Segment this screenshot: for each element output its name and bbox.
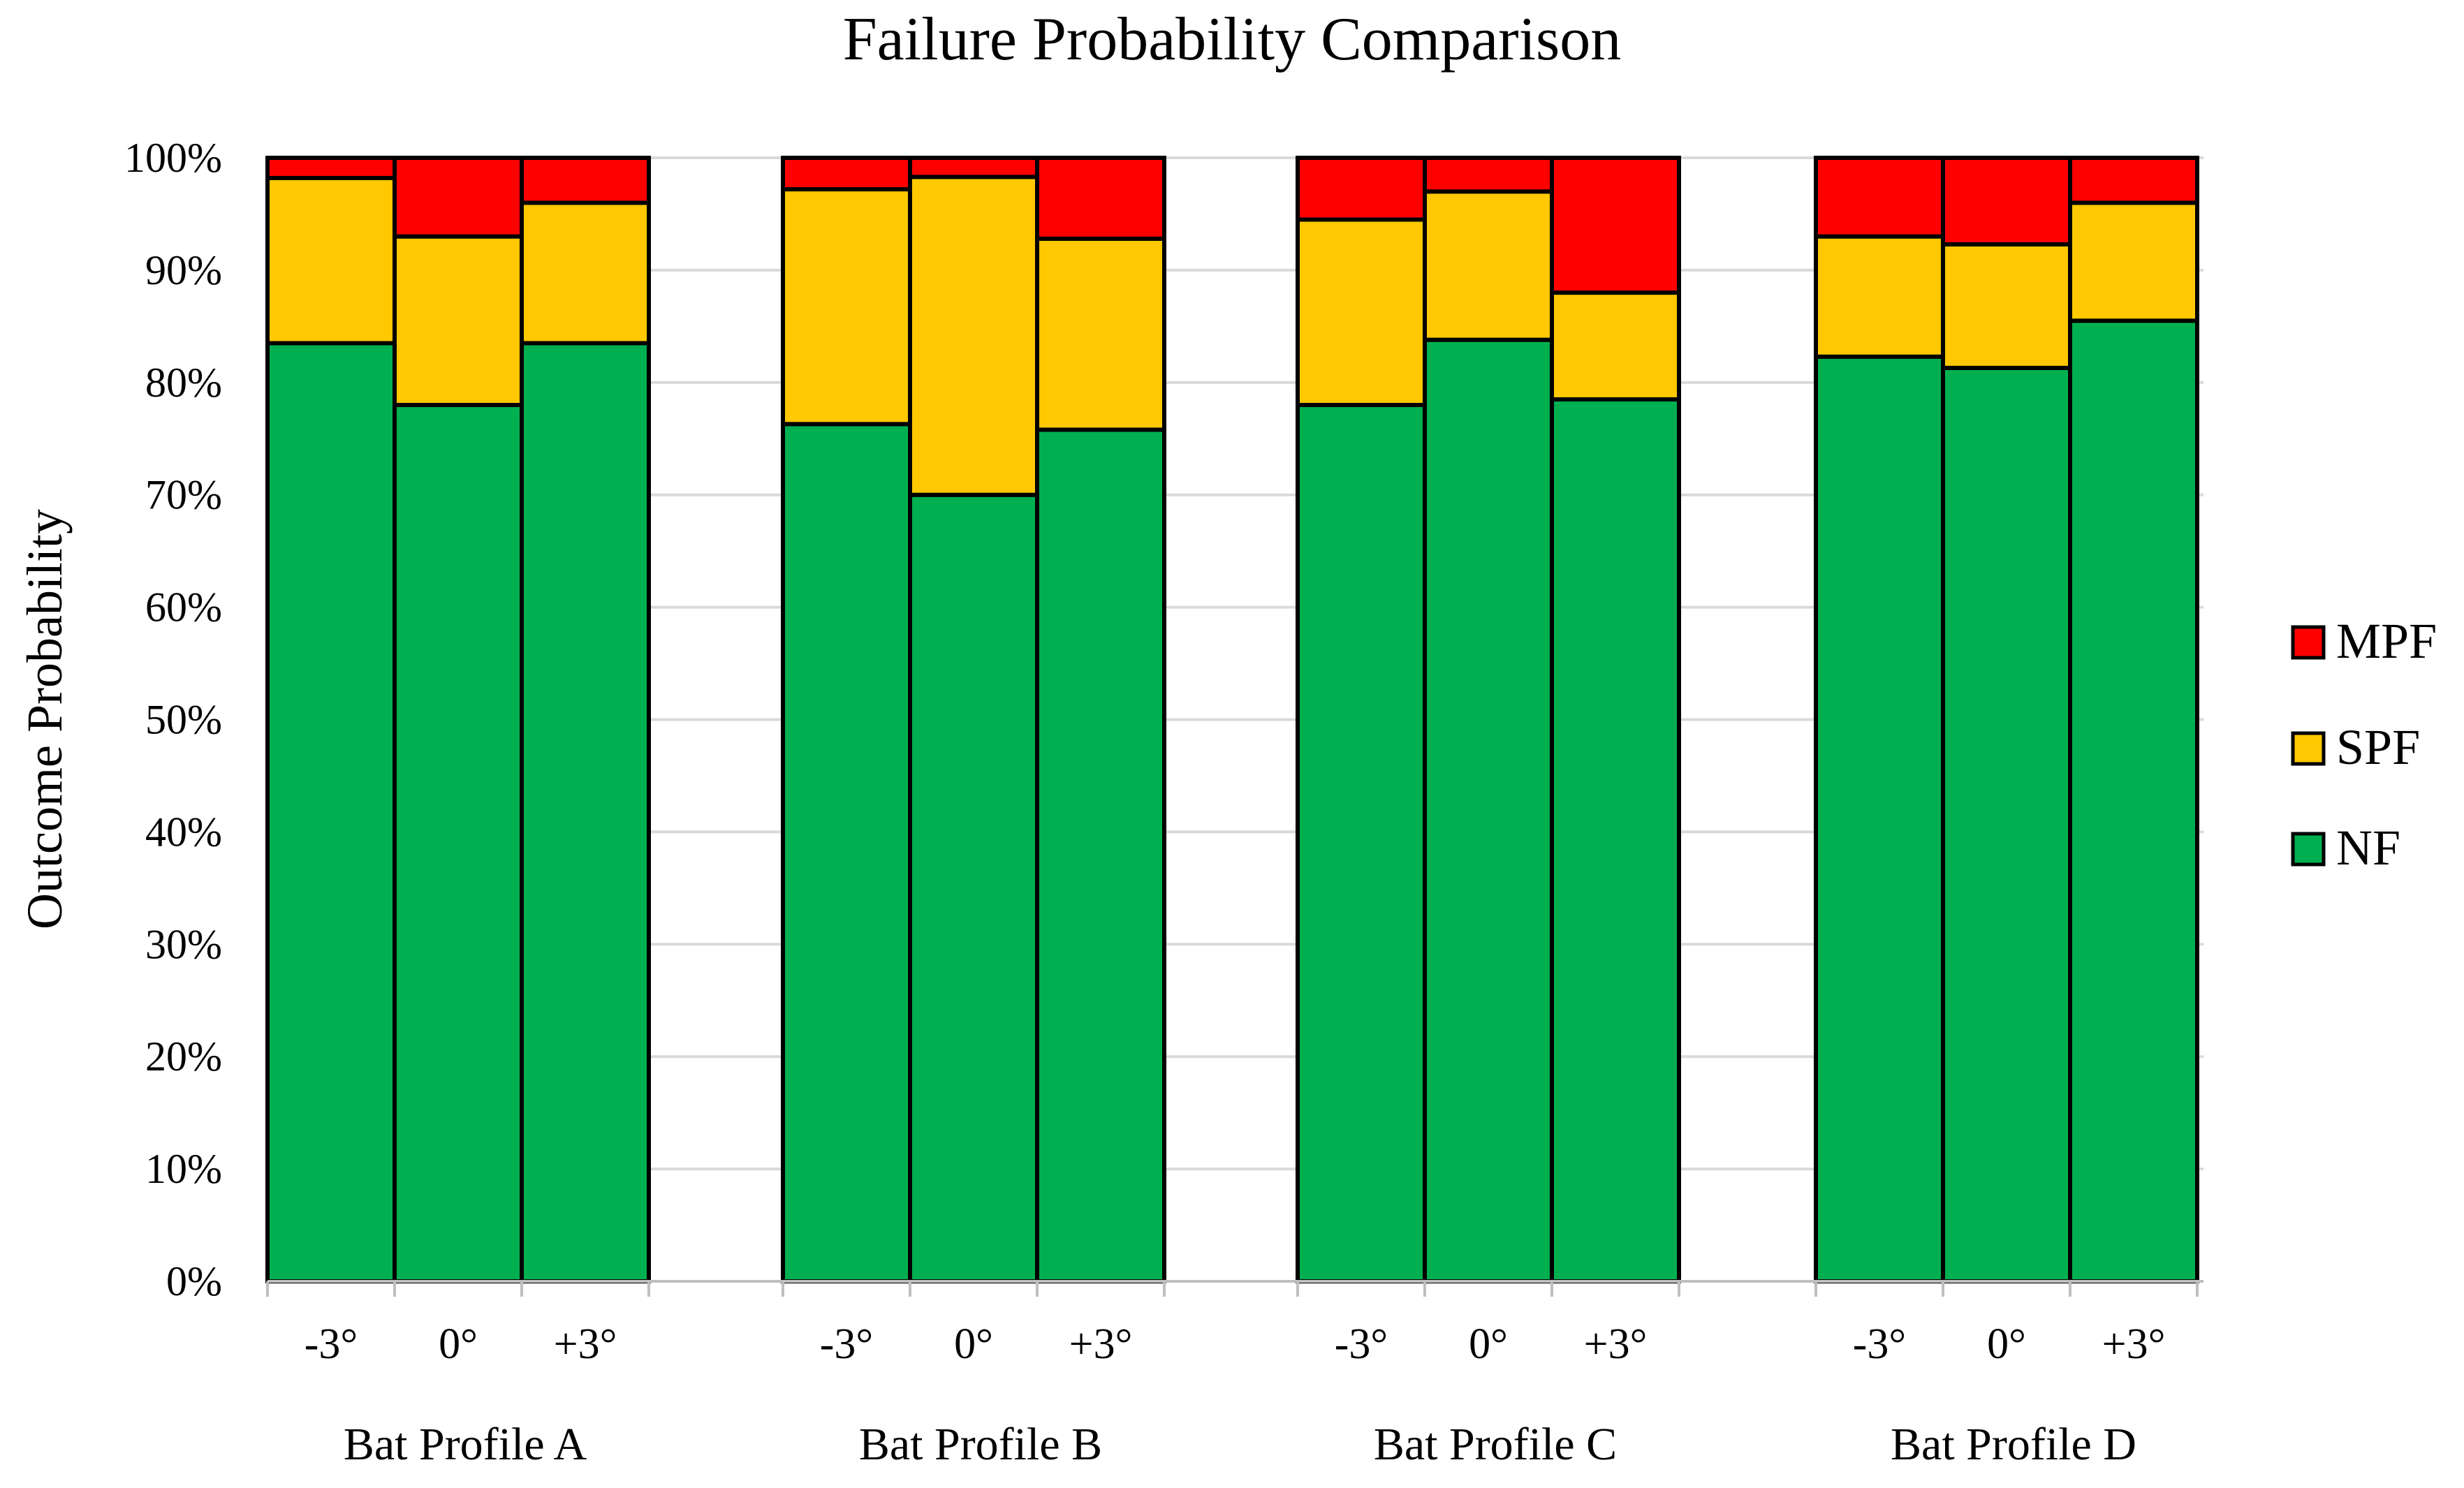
group-label: Bat Profile C bbox=[1374, 1419, 1617, 1470]
bar-segment-nf bbox=[1035, 427, 1166, 1283]
y-tick-label: 80% bbox=[145, 360, 222, 406]
x-tick-label: 0° bbox=[1469, 1320, 1508, 1368]
bar-segment-nf bbox=[1550, 397, 1681, 1283]
y-axis-ticks: 0% 10% 20% 30% 40% 50% 60% 70% 80% 90% 100% bbox=[124, 135, 222, 1304]
chart-title: Failure Probability Comparison bbox=[843, 6, 1622, 73]
bar-segment-mpf bbox=[908, 156, 1039, 179]
x-axis: -3° 0° +3° Bat Profile A -3° 0° +3° Bat Profile… bbox=[266, 1280, 2203, 1470]
x-tick-label: 0° bbox=[439, 1320, 478, 1368]
bar-segment-spf bbox=[393, 234, 524, 407]
bar-segment-mpf bbox=[2068, 156, 2199, 205]
bar-segment-mpf bbox=[1035, 156, 1166, 241]
bar-segment-nf bbox=[1941, 365, 2072, 1283]
group-label: Bat Profile A bbox=[344, 1419, 587, 1470]
bar-segment-mpf bbox=[1423, 156, 1554, 194]
y-tick-label: 70% bbox=[145, 472, 222, 518]
y-tick-label: 50% bbox=[145, 697, 222, 743]
legend-label-nf: NF bbox=[2336, 820, 2400, 876]
legend-swatch-mpf bbox=[2291, 625, 2326, 660]
y-tick-label: 10% bbox=[145, 1146, 222, 1192]
y-tick-label: 40% bbox=[145, 809, 222, 855]
x-tick-label: +3° bbox=[1069, 1320, 1133, 1368]
bar-segment-nf bbox=[908, 492, 1039, 1284]
bar-segment-nf bbox=[1296, 402, 1427, 1283]
y-tick-label: 60% bbox=[145, 584, 222, 631]
bar-segment-mpf bbox=[520, 156, 651, 205]
bar-segment-mpf bbox=[781, 156, 912, 192]
bar-segment-spf bbox=[2068, 200, 2199, 323]
bar-segment-mpf bbox=[265, 156, 397, 180]
y-tick-label: 90% bbox=[145, 247, 222, 293]
x-tick-label: -3° bbox=[820, 1320, 873, 1368]
bar-segment-spf bbox=[520, 200, 651, 346]
bar-segment-spf bbox=[1035, 236, 1166, 432]
x-tick-label: +3° bbox=[554, 1320, 617, 1368]
bar-segment-spf bbox=[1550, 290, 1681, 402]
bar-segment-nf bbox=[520, 341, 651, 1283]
bars bbox=[265, 156, 2199, 1284]
bar-segment-nf bbox=[781, 422, 912, 1283]
legend-label-mpf: MPF bbox=[2336, 613, 2437, 669]
x-tick-label: 0° bbox=[1987, 1320, 2026, 1368]
x-tick-label: -3° bbox=[1335, 1320, 1388, 1368]
bar-segment-spf bbox=[781, 187, 912, 427]
bar-segment-mpf bbox=[1814, 156, 1945, 239]
x-tick-label: +3° bbox=[1584, 1320, 1648, 1368]
bar-segment-spf bbox=[1296, 217, 1427, 407]
bar-segment-nf bbox=[265, 341, 397, 1283]
bar-segment-spf bbox=[1814, 234, 1945, 359]
x-tick-label: +3° bbox=[2102, 1320, 2166, 1368]
bar-segment-spf bbox=[265, 175, 397, 346]
bar-segment-nf bbox=[1423, 337, 1554, 1284]
y-tick-label: 20% bbox=[145, 1033, 222, 1080]
x-tick-label: -3° bbox=[305, 1320, 358, 1368]
y-tick-label: 100% bbox=[124, 135, 222, 181]
group-label: Bat Profile D bbox=[1891, 1419, 2136, 1470]
y-tick-label: 0% bbox=[166, 1258, 222, 1304]
bar-segment-mpf bbox=[393, 156, 524, 239]
bar-segment-spf bbox=[908, 175, 1039, 497]
bar-segment-nf bbox=[393, 402, 524, 1283]
y-tick-label: 30% bbox=[145, 921, 222, 967]
bar-segment-nf bbox=[2068, 318, 2199, 1283]
y-axis-label: Outcome Probability bbox=[17, 509, 73, 929]
legend-swatch-nf bbox=[2291, 832, 2326, 867]
x-tick-label: 0° bbox=[954, 1320, 993, 1368]
bar-segment-nf bbox=[1814, 354, 1945, 1284]
bar-segment-mpf bbox=[1550, 156, 1681, 295]
group-label: Bat Profile B bbox=[859, 1419, 1102, 1470]
x-tick-label: -3° bbox=[1853, 1320, 1906, 1368]
legend-swatch-spf bbox=[2291, 731, 2326, 766]
bar-segment-spf bbox=[1941, 242, 2072, 370]
legend-label-spf: SPF bbox=[2336, 719, 2420, 775]
legend: MPF SPF NF bbox=[2291, 613, 2437, 876]
bar-segment-mpf bbox=[1296, 156, 1427, 222]
bar-segment-mpf bbox=[1941, 156, 2072, 246]
bar-segment-spf bbox=[1423, 189, 1554, 342]
